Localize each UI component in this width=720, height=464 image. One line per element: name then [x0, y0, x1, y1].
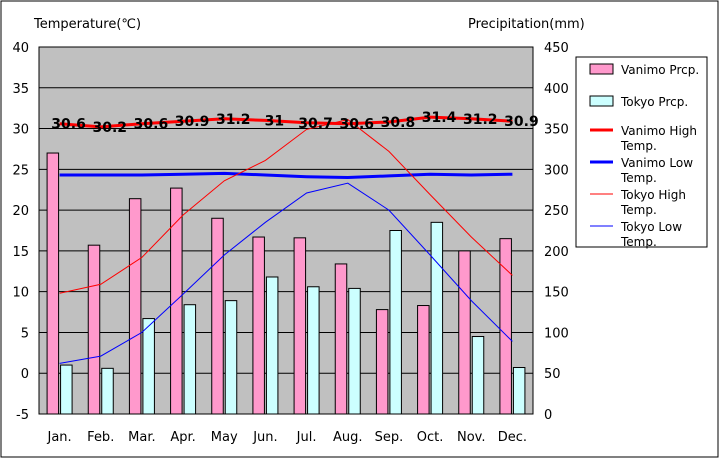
right-tick-label: 50: [544, 367, 561, 382]
legend-swatch: [589, 95, 614, 107]
data-label: 30.6: [339, 117, 374, 133]
right-tick-label: 0: [544, 408, 552, 423]
bar: [334, 263, 348, 415]
x-tick-label: Jul.: [296, 430, 317, 445]
series-line: [59, 119, 513, 294]
series-line: [59, 115, 513, 129]
data-label: 31.2: [216, 112, 251, 128]
right-tick-label: 350: [544, 123, 569, 138]
bar: [46, 152, 60, 415]
bar: [471, 336, 485, 415]
bar: [224, 300, 238, 415]
data-label: 30.7: [298, 116, 333, 132]
x-tick-label: Nov.: [457, 430, 486, 445]
left-tick-label: 20: [12, 204, 29, 219]
legend-label: Temp.: [620, 171, 657, 185]
bar: [128, 198, 142, 415]
legend-box: [575, 56, 708, 248]
right-tick-label: 200: [544, 245, 569, 260]
data-label: 31: [265, 113, 284, 129]
x-tick-label: Dec.: [498, 430, 527, 445]
left-tick-label: 10: [12, 286, 29, 301]
bar: [101, 367, 114, 415]
plot-area: [38, 46, 534, 415]
bar: [293, 237, 307, 415]
left-tick-label: 15: [12, 245, 29, 260]
legend-label: Tokyo Prcp.: [620, 95, 688, 109]
legend-label: Tokyo Low: [620, 220, 682, 234]
legend-label: Vanimo Prcp.: [621, 63, 699, 77]
data-label: 31.2: [463, 112, 498, 128]
bar: [430, 221, 444, 415]
bar: [87, 244, 101, 415]
left-tick-label: 0: [21, 367, 29, 382]
series-line: [59, 182, 513, 364]
left-tick-label: -5: [16, 408, 29, 423]
bar: [512, 367, 526, 415]
legend-label: Temp.: [620, 203, 657, 217]
left-tick-label: 5: [21, 326, 29, 341]
right-tick-label: 400: [544, 82, 569, 97]
x-tick-label: May: [211, 430, 238, 445]
bar: [211, 217, 224, 415]
legend-label: Tokyo High: [620, 188, 686, 202]
bar: [60, 364, 73, 415]
data-label: 30.6: [51, 117, 86, 133]
legend-swatch: [589, 63, 614, 75]
right-tick-label: 300: [544, 163, 569, 178]
bar: [499, 238, 512, 415]
x-tick-label: Mar.: [128, 430, 155, 445]
legend-label: Vanimo High: [621, 124, 697, 138]
x-tick-label: Sep.: [375, 430, 404, 445]
left-tick-label: 25: [12, 163, 29, 178]
left-tick-label: 35: [12, 82, 29, 97]
legend-label: Temp.: [620, 139, 657, 153]
bar: [252, 236, 265, 415]
bar: [142, 318, 155, 415]
bar: [458, 250, 471, 415]
right-tick-label: 450: [544, 41, 569, 56]
left-tick-label: 30: [12, 123, 29, 138]
right-axis-title: Precipitation(mm): [468, 17, 585, 32]
bar: [389, 230, 402, 415]
data-label: 30.9: [175, 114, 210, 130]
x-tick-label: Jan.: [46, 430, 71, 445]
bar: [307, 286, 320, 415]
x-tick-label: Feb.: [87, 430, 114, 445]
data-label: 31.4: [422, 110, 457, 126]
data-label: 30.9: [504, 114, 539, 130]
left-tick-label: 40: [12, 41, 29, 56]
data-label: 30.2: [92, 120, 127, 136]
bar: [183, 304, 197, 415]
x-tick-label: Aug.: [333, 430, 363, 445]
right-tick-label: 150: [544, 286, 569, 301]
right-tick-label: 100: [544, 326, 569, 341]
bar: [265, 276, 279, 415]
series-line: [59, 171, 513, 180]
bar: [375, 309, 389, 415]
bar: [417, 305, 430, 415]
x-tick-label: Jun.: [252, 430, 277, 445]
x-tick-label: Apr.: [170, 430, 195, 445]
right-tick-label: 250: [544, 204, 569, 219]
left-axis-title: Temperature(℃): [33, 17, 141, 32]
bar: [348, 287, 361, 415]
data-label: 30.6: [134, 117, 169, 133]
data-label: 30.8: [381, 115, 416, 131]
legend-label: Vanimo Low: [621, 156, 693, 170]
x-tick-label: Oct.: [417, 430, 444, 445]
legend-label: Temp.: [620, 235, 657, 249]
